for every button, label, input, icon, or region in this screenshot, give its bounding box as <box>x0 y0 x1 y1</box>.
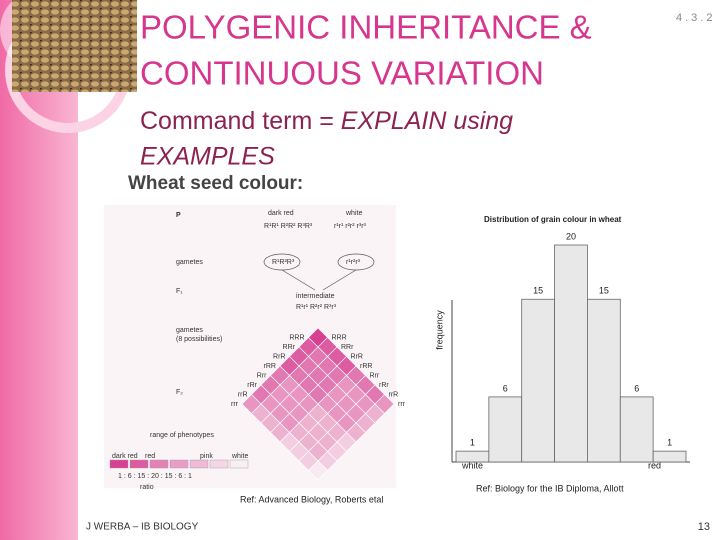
fig-label: range of phenotypes <box>150 432 214 439</box>
gamete-type: rRr <box>379 382 389 389</box>
fig-label: ratio <box>140 484 154 491</box>
gamete-type: RrR <box>273 353 285 360</box>
gamete-type: rrR <box>238 391 248 398</box>
page-number: 13 <box>698 521 710 533</box>
data-label: 6 <box>503 383 508 393</box>
bar <box>488 396 523 463</box>
reference: Ref: Advanced Biology, Roberts etal <box>240 494 383 504</box>
bar <box>652 450 687 463</box>
gamete-type: rRR <box>360 363 372 370</box>
phenotype-swatch <box>169 459 189 469</box>
data-label: 20 <box>566 231 576 241</box>
chart-title: Distribution of grain colour in wheat <box>484 215 622 224</box>
fig-label: intermediate <box>296 293 335 300</box>
bar <box>619 396 654 463</box>
gamete-type: RRR <box>332 334 347 341</box>
gamete-type: RrR <box>351 353 363 360</box>
fig-label: F₁ <box>176 288 183 295</box>
command-text: EXPLAIN using <box>341 107 513 135</box>
fig-label: 1 : 6 : 15 : 20 : 15 : 6 : 1 <box>118 473 192 480</box>
gamete-type: rrR <box>389 391 399 398</box>
x-end-label: red <box>648 460 661 470</box>
x-end-label: white <box>461 460 483 470</box>
section-heading: Wheat seed colour: <box>128 173 303 194</box>
command-term: Command term = EXPLAIN using <box>140 107 513 135</box>
gamete-type: Rrr <box>257 372 267 379</box>
gamete-type: rrr <box>398 401 406 408</box>
bar <box>587 298 621 463</box>
arrow <box>281 269 316 291</box>
fig-label: R¹R¹ R²R² R³R³ <box>264 223 313 230</box>
footer: J WERBA – IB BIOLOGY <box>86 522 199 533</box>
fig-label: r¹r²r³ <box>346 259 361 266</box>
data-label: 1 <box>667 438 672 448</box>
phenotype-swatch <box>189 459 209 469</box>
fig-label: pink <box>200 453 213 460</box>
reference: Ref: Biology for the IB Diploma, Allott <box>476 483 624 493</box>
fig-label: r¹r¹ r²r² r³r³ <box>334 223 367 230</box>
figure-panel <box>104 205 396 488</box>
fig-label: red <box>145 453 155 460</box>
gamete-type: RRr <box>341 344 354 351</box>
bar <box>455 450 490 463</box>
title-line: CONTINUOUS VARIATION <box>140 55 544 92</box>
data-label: 15 <box>599 286 609 296</box>
phenotype-swatch <box>209 459 229 469</box>
bar <box>554 244 588 463</box>
gamete-type: Rrr <box>370 372 380 379</box>
bar <box>521 298 555 463</box>
fig-label: white <box>345 210 362 217</box>
fig-label: R¹R²R³ <box>272 259 295 266</box>
fig-label: gametes <box>176 327 203 334</box>
y-axis-label: frequency <box>434 310 444 350</box>
fig-label: white <box>231 453 248 460</box>
topic-number: 4.3.2 <box>676 12 715 24</box>
fig-label: dark red <box>268 210 294 217</box>
gamete-type: rrr <box>231 401 239 408</box>
fig-label: (8 possibilities) <box>176 336 222 343</box>
phenotype-swatch <box>149 459 169 469</box>
fig-label: R¹r¹ R²r² R³r³ <box>296 304 337 311</box>
gamete-type: rRr <box>247 382 257 389</box>
phenotype-swatch <box>129 459 149 469</box>
cross-diagram: P dark red white R¹R¹ R²R² R³R³ r¹r¹ r²r… <box>109 210 406 491</box>
gamete-type: RRr <box>283 344 296 351</box>
phenotype-swatch <box>109 459 129 469</box>
punnett-cell <box>308 460 328 481</box>
seed-photo <box>12 0 137 92</box>
fig-label: dark red <box>112 453 138 460</box>
gamete-type: rRR <box>264 363 276 370</box>
fig-label: gametes <box>176 259 203 266</box>
fig-label: P <box>176 212 181 219</box>
fig-label: F₂ <box>176 389 183 396</box>
data-label: 6 <box>634 383 639 393</box>
command-text: Command term = <box>140 107 341 135</box>
data-label: 15 <box>533 286 543 296</box>
gamete-type: RRR <box>289 334 304 341</box>
phenotype-swatch <box>229 459 249 469</box>
data-label: 1 <box>470 438 475 448</box>
command-text: EXAMPLES <box>140 143 275 171</box>
arrow <box>322 269 357 291</box>
title-line: POLYGENIC INHERITANCE & <box>140 9 592 46</box>
